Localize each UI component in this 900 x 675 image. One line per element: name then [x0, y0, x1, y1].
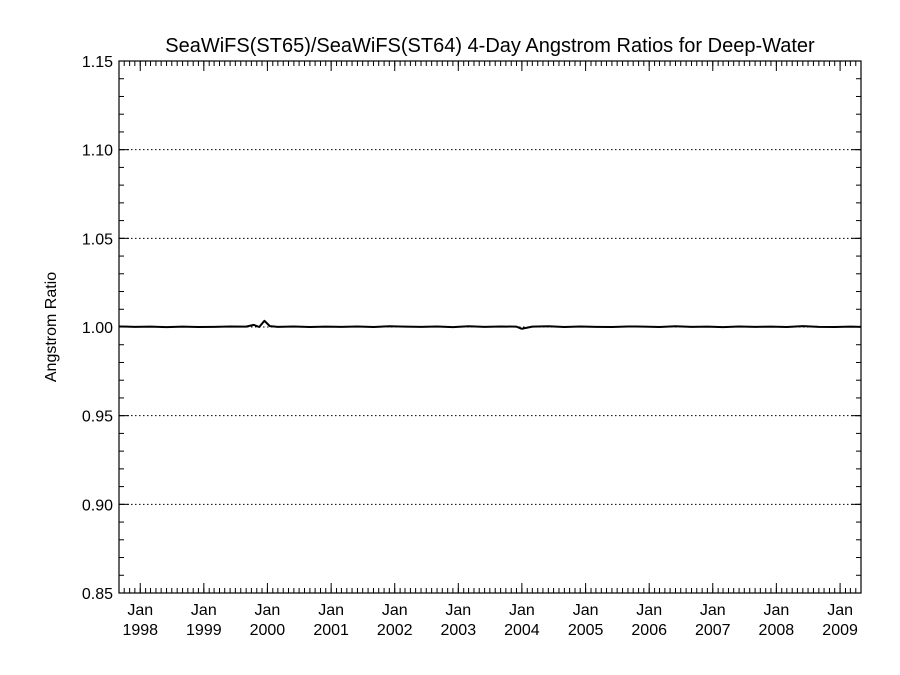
x-tick-label-month: Jan [827, 602, 853, 619]
x-tick-label-month: Jan [700, 602, 726, 619]
x-tick-label-month: Jan [127, 602, 153, 619]
x-tick-label-year: 2008 [759, 622, 795, 639]
y-tick-label: 0.95 [82, 409, 113, 426]
x-tick-label-year: 2003 [441, 622, 477, 639]
chart-title: SeaWiFS(ST65)/SeaWiFS(ST64) 4-Day Angstr… [165, 35, 815, 57]
x-tick-label-month: Jan [318, 602, 344, 619]
x-tick-label-year: 2000 [250, 622, 286, 639]
y-tick-label: 1.05 [82, 231, 113, 248]
tick-labels: 0.85 0.90 0.95 1.00 1.05 1.10 1.15 Jan 1998 Jan 19… [82, 54, 858, 639]
x-tick-label-month: Jan [255, 602, 281, 619]
x-tick-label-year: 2009 [822, 622, 858, 639]
x-tick-label-year: 2006 [631, 622, 667, 639]
y-tick-label: 0.85 [82, 586, 113, 603]
x-tick-label-month: Jan [573, 602, 599, 619]
x-tick-label-month: Jan [191, 602, 217, 619]
x-tick-label-year: 2005 [568, 622, 604, 639]
x-tick-label-year: 2002 [377, 622, 413, 639]
series-line [118, 319, 862, 330]
series-layer [118, 319, 862, 330]
x-tick-label-month: Jan [382, 602, 408, 619]
x-tick-label-month: Jan [636, 602, 662, 619]
x-tick-label-year: 1998 [122, 622, 158, 639]
x-tick-label-year: 2007 [695, 622, 731, 639]
y-tick-label: 1.15 [82, 54, 113, 71]
x-tick-label-month: Jan [763, 602, 789, 619]
x-tick-label-month: Jan [445, 602, 471, 619]
y-tick-label: 1.00 [82, 320, 113, 337]
x-tick-label-year: 1999 [186, 622, 222, 639]
plot-frame [118, 60, 862, 594]
y-tick-label: 1.10 [82, 143, 113, 160]
x-tick-label-month: Jan [509, 602, 535, 619]
x-tick-label-year: 2004 [504, 622, 540, 639]
y-tick-label: 0.90 [82, 497, 113, 514]
y-axis-label: Angstrom Ratio [43, 272, 60, 382]
x-tick-label-year: 2001 [313, 622, 349, 639]
